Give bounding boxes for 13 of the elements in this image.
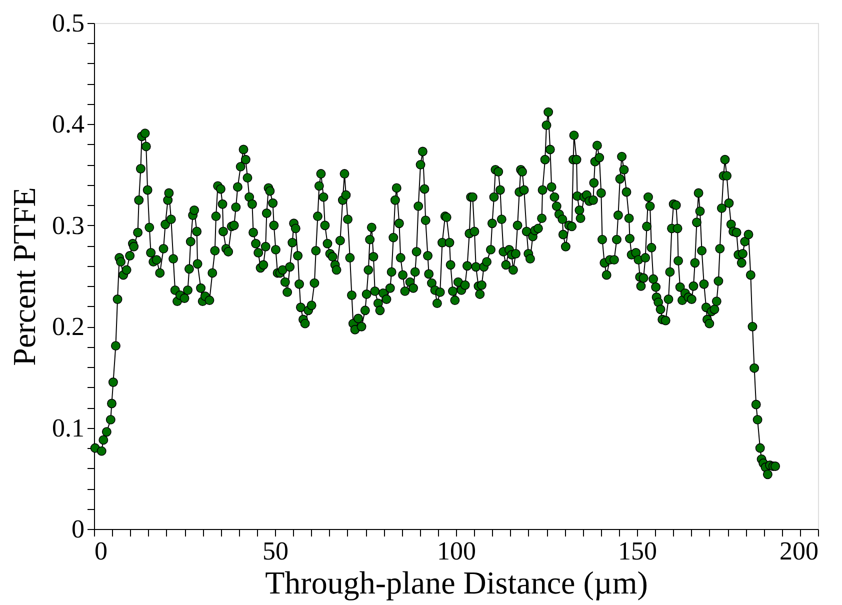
x-tick-label: 0 [94,536,108,566]
y-tick-label: 0 [72,514,84,544]
y-tick-label: 0.1 [52,413,84,442]
y-tick-label: 0.4 [52,110,84,139]
y-tick-label: 0.2 [52,312,84,342]
x-tick-label: 150 [618,536,657,566]
x-tick-label: 100 [437,536,476,566]
x-tick-label: 50 [262,536,288,566]
x-tick-label: 200 [780,536,818,566]
x-axis-title: Through-plane Distance (µm) [265,564,648,600]
y-axis-title: Percent PTFE [6,187,42,366]
y-tick-label: 0.5 [52,8,84,38]
y-tick-label: 0.3 [52,210,84,240]
